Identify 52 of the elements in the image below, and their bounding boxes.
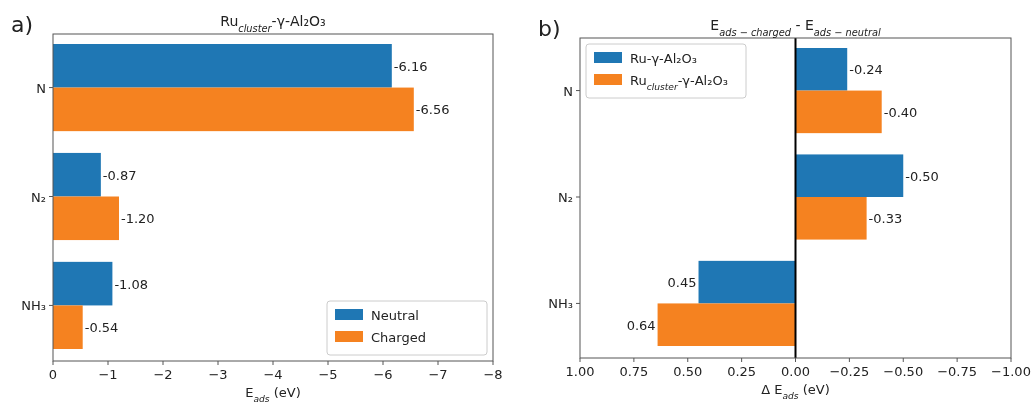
bar [795, 90, 882, 134]
x-tick-label: 0.50 [673, 364, 703, 379]
text: a) [11, 12, 34, 37]
data-label: -0.24 [849, 62, 883, 78]
x-axis-title: Δ E$_{ads}$ (eV) [761, 382, 830, 401]
data-label: -1.20 [121, 211, 155, 227]
data-label: -0.87 [102, 167, 137, 183]
bar [698, 260, 796, 304]
bar [795, 48, 848, 91]
legend-label: Ru-γ-Al₂O₃ [630, 51, 697, 66]
data-label: -0.54 [84, 320, 119, 336]
y-tick-label: NH₃ [21, 298, 46, 314]
y-tick-label: NH₃ [548, 296, 573, 312]
x-tick-label: −5 [318, 367, 338, 382]
data-label: 0.45 [667, 275, 697, 291]
y-tick-label: N₂ [31, 189, 46, 205]
y-tick-label: N₂ [558, 190, 573, 205]
data-label: -6.16 [393, 58, 428, 74]
data-label: -0.50 [905, 168, 939, 184]
y-tick-label: N [563, 83, 573, 99]
x-tick-label: −4 [263, 367, 283, 382]
x-tick-label: 0.25 [727, 364, 757, 379]
bar [795, 197, 867, 240]
legend-label: Neutral [371, 308, 419, 323]
x-tick-label: −8 [483, 367, 503, 382]
chart-title: E$_{ads − charged}$ - E$_{ads − neutral}$ [710, 17, 881, 38]
data-label: -0.33 [868, 211, 903, 227]
x-tick-label: 0.00 [781, 364, 810, 379]
x-tick-label: −7 [428, 367, 448, 382]
y-tick-label: N [36, 80, 46, 96]
chart-title: Ru$_{cluster}$-γ-Al₂O₃ [220, 13, 326, 34]
data-label: -6.56 [415, 102, 450, 118]
x-tick-label: −1.00 [991, 364, 1031, 379]
x-tick-label: −3 [208, 367, 228, 382]
x-tick-label: −0.25 [829, 364, 870, 379]
x-tick-label: 0 [48, 367, 58, 382]
legend-label: Charged [371, 330, 426, 345]
x-tick-label: −0.50 [883, 364, 924, 379]
x-axis-title: E$_{ads}$ (eV) [245, 385, 301, 402]
bar [657, 303, 796, 346]
text: b) [538, 16, 561, 41]
data-label: -1.08 [114, 276, 149, 292]
x-tick-label: −6 [373, 367, 393, 382]
x-tick-label: −2 [153, 367, 173, 382]
data-label: 0.64 [626, 317, 656, 333]
x-tick-label: −1 [98, 367, 118, 382]
data-label: -0.40 [883, 104, 918, 120]
legend-label: Ru$_{cluster}$-γ-Al₂O₃ [630, 73, 728, 92]
x-tick-label: −0.75 [937, 364, 978, 379]
x-tick-label: 1.00 [565, 364, 595, 379]
bar [795, 154, 904, 197]
x-tick-label: 0.75 [619, 364, 649, 379]
